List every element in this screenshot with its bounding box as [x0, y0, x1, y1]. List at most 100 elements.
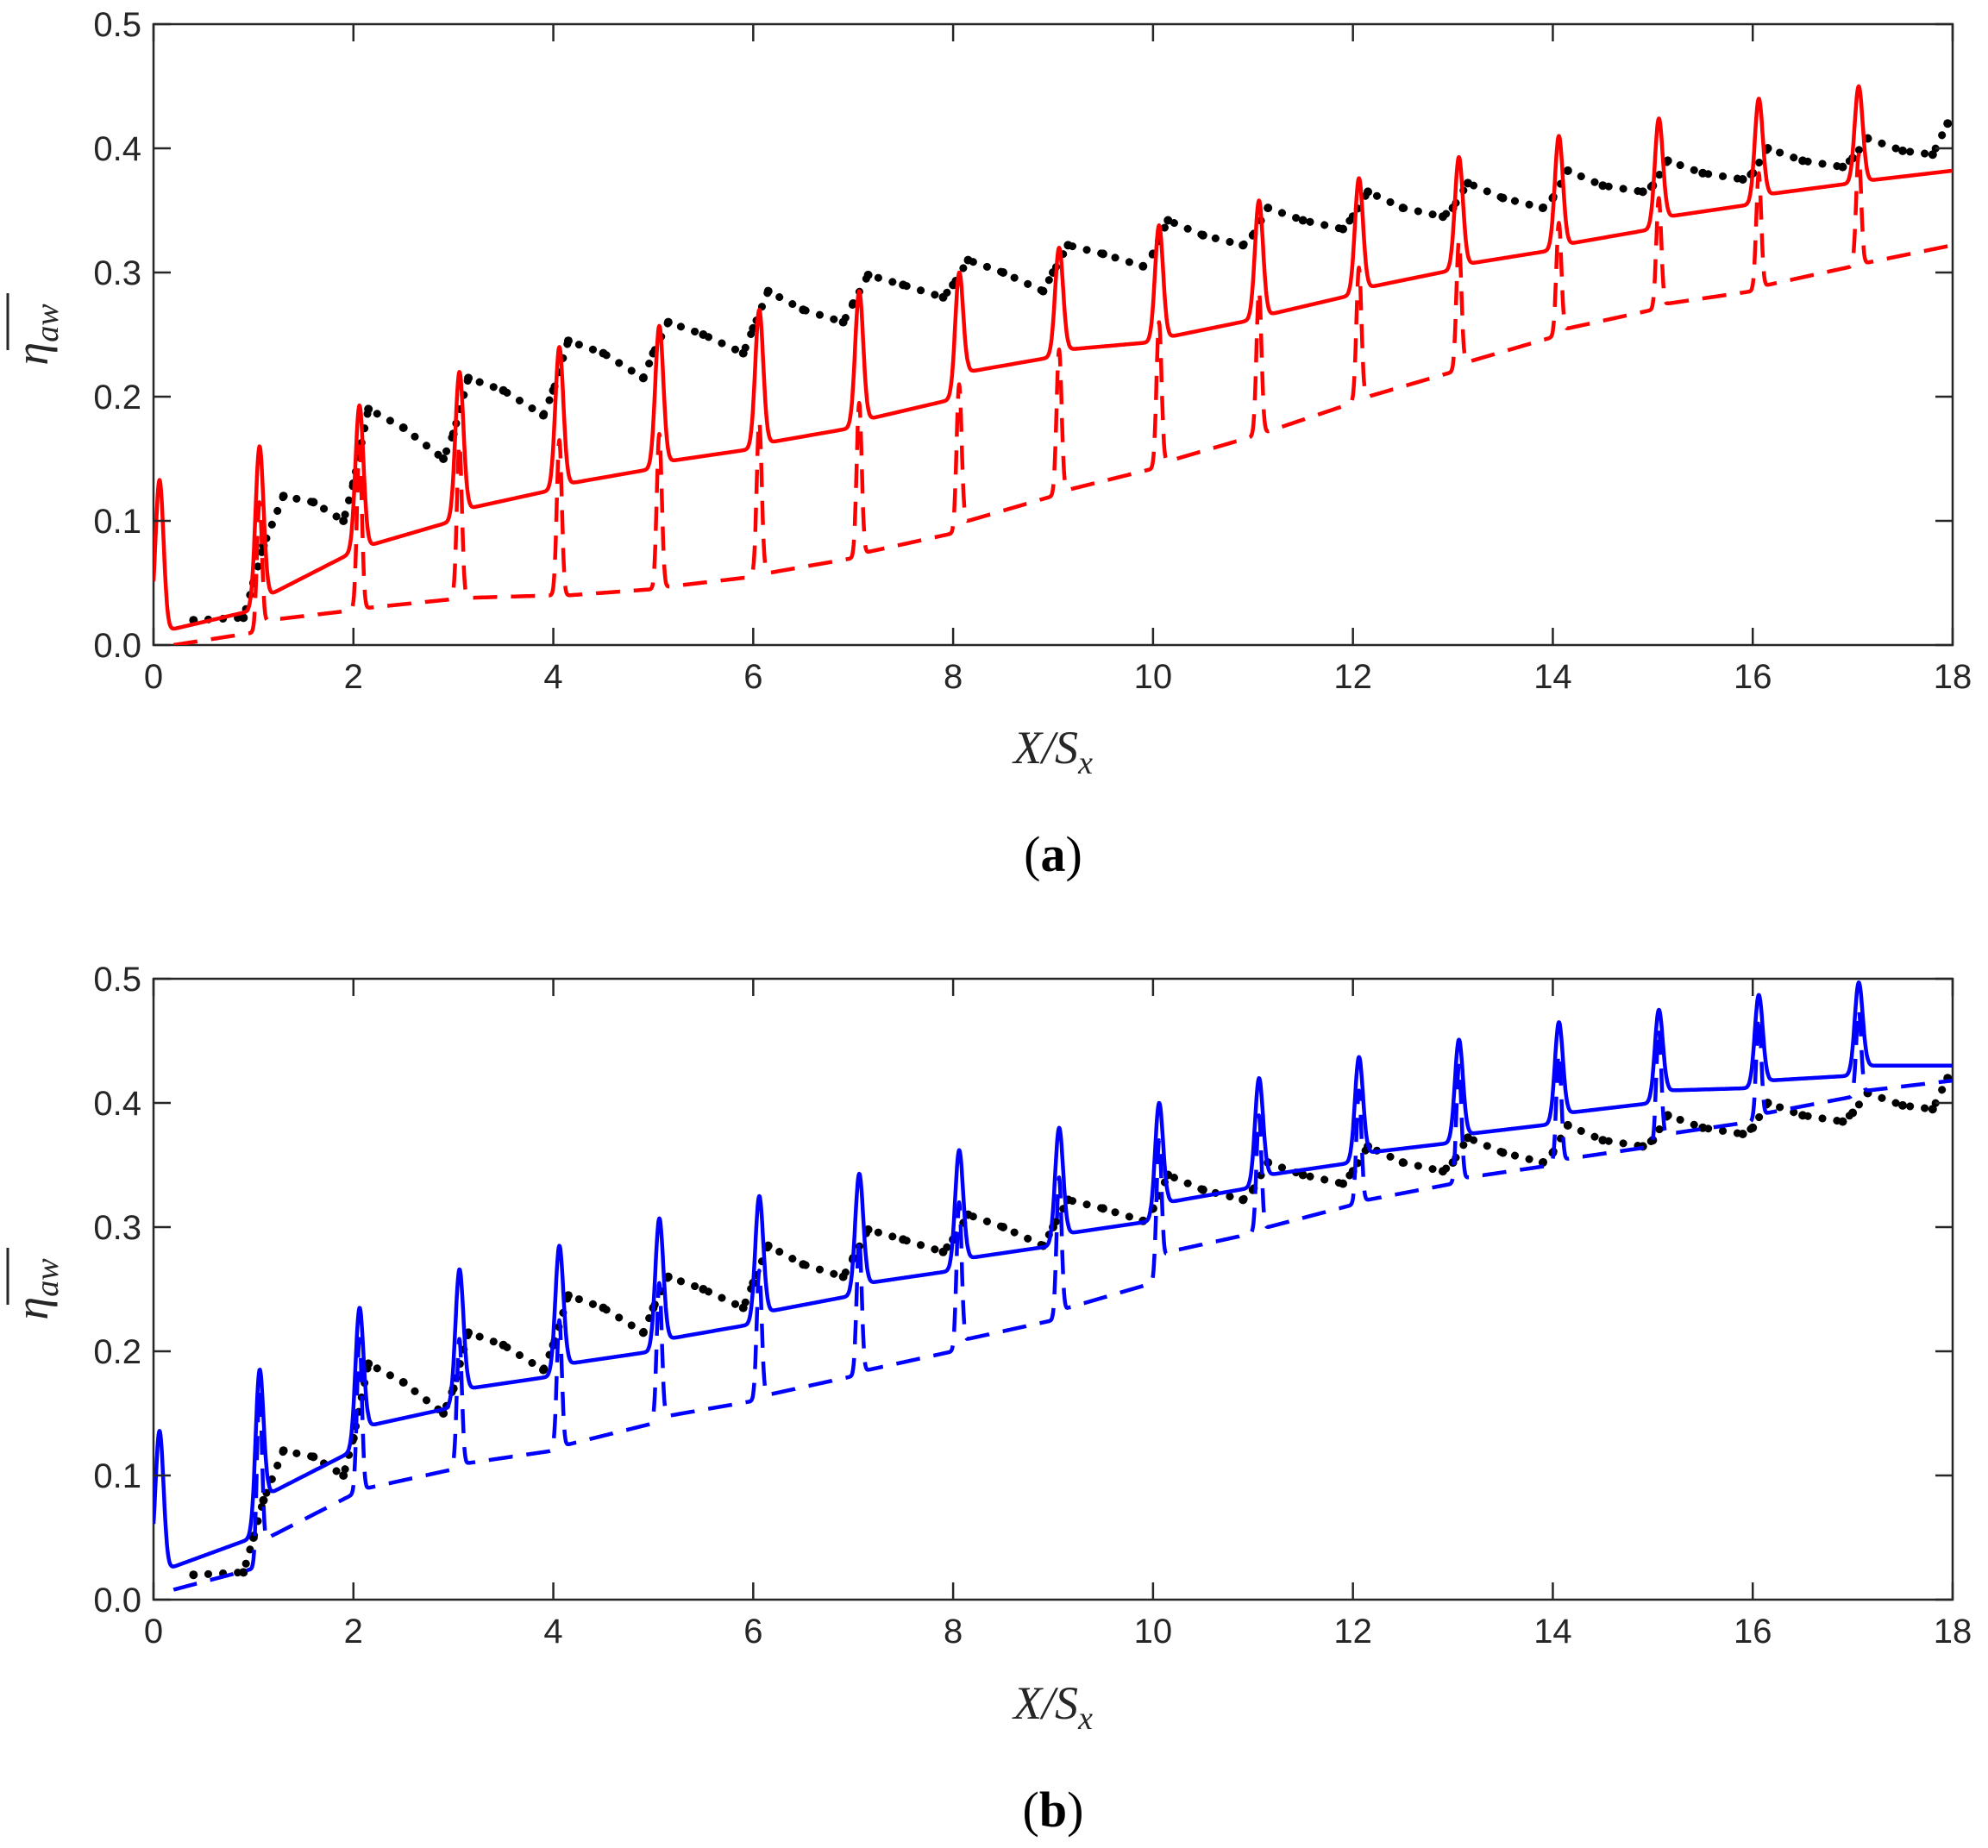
series-experiment-point: [838, 1272, 848, 1281]
x-tick-label: 12: [1333, 1613, 1372, 1651]
x-tick-label: 8: [944, 658, 963, 696]
series-experiment-point: [1538, 1158, 1547, 1168]
series-experiment-point: [1198, 230, 1207, 240]
series-experiment-point: [1563, 166, 1572, 175]
series-experiment-point: [1098, 249, 1107, 259]
panel-b-y-axis-label-group: ηaw: [6, 1248, 66, 1320]
series-experiment-point: [339, 517, 348, 525]
panel-a-label: (a): [1024, 826, 1082, 882]
series-experiment-point: [1463, 1133, 1472, 1143]
series-experiment-point: [1838, 162, 1847, 172]
series-experiment-point: [1298, 216, 1308, 225]
panel-b-label: (b): [1023, 1782, 1084, 1838]
panel-b-y-ticks: 0.0 0.1 0.2 0.3 0.4 0.5: [93, 961, 1953, 1619]
panel-b-series: [154, 980, 1953, 1592]
series-experiment-point: [1663, 1111, 1672, 1120]
x-tick-label: 2: [344, 1613, 363, 1651]
series-experiment-point: [1498, 1148, 1508, 1157]
series-experiment-point: [259, 1495, 268, 1505]
series-experiment-point: [1898, 146, 1908, 155]
series-experiment-point: [1663, 156, 1672, 166]
series-experiment-point: [1438, 1167, 1447, 1176]
x-tick-label: 18: [1934, 658, 1972, 696]
series-experiment-point: [638, 373, 648, 383]
x-tick-label: 10: [1134, 1613, 1173, 1651]
series-experiment-point: [738, 348, 748, 358]
panel-b-x-ticks: 0 2 4 6 8 10 12 14 16 18: [144, 979, 1972, 1651]
x-tick-label: 0: [144, 1613, 163, 1651]
y-tick-label: 0.3: [93, 1209, 141, 1247]
series-experiment-point: [1738, 1130, 1747, 1138]
series-experiment-point: [189, 1570, 198, 1580]
series-experiment-point: [1798, 1111, 1808, 1120]
series-experiment-point: [309, 498, 318, 507]
series-experiment-point: [638, 1328, 648, 1337]
y-tick-label: 0.1: [93, 503, 141, 541]
panel-a-y-axis-label-group: ηaw: [6, 293, 66, 366]
series-experiment-point: [1598, 1136, 1608, 1145]
series-experiment-point: [1898, 1100, 1908, 1110]
y-tick-label: 0.0: [93, 627, 141, 665]
series-experiment-point: [849, 299, 858, 308]
x-tick-label: 18: [1934, 1613, 1972, 1651]
series-experiment-point: [538, 410, 548, 420]
x-tick-label: 12: [1333, 658, 1372, 696]
y-tick-label: 0.5: [93, 6, 141, 44]
x-tick-label: 14: [1533, 658, 1572, 696]
series-experiment-point: [499, 1340, 508, 1350]
panel-a-y-ticks: 0.0 0.1 0.2 0.3 0.4 0.5: [93, 6, 1953, 665]
series-experiment-point: [1038, 286, 1048, 296]
series-experiment-point: [1563, 1120, 1572, 1130]
series-experiment-point: [699, 1285, 708, 1294]
series-solid-line: [154, 980, 1953, 1569]
series-experiment-point: [279, 492, 288, 501]
series-experiment-point: [1239, 241, 1248, 250]
x-tick-label: 4: [543, 1613, 562, 1651]
panel-a-series: [154, 84, 1953, 645]
series-experiment-point: [738, 1303, 748, 1312]
series-experiment-point: [339, 1471, 348, 1480]
series-experiment-point: [1698, 168, 1708, 178]
panel-a-x-ticks: 0 2 4 6 8 10 12 14 16 18: [144, 24, 1972, 696]
series-experiment-point: [464, 373, 473, 383]
series-experiment-point: [563, 1291, 573, 1300]
series-experiment-point: [1638, 187, 1647, 197]
x-tick-label: 14: [1533, 1613, 1572, 1651]
series-experiment-point: [838, 317, 848, 327]
series-experiment-point: [1798, 156, 1808, 166]
x-tick-label: 0: [144, 658, 163, 696]
x-tick-label: 2: [344, 658, 363, 696]
series-experiment-point: [1943, 119, 1953, 128]
series-experiment-point: [499, 385, 508, 395]
series-experiment-point: [1239, 1195, 1248, 1205]
y-tick-label: 0.0: [93, 1582, 141, 1619]
series-experiment-point: [1339, 1179, 1348, 1188]
series-experiment-point: [938, 1247, 948, 1256]
series-dashed-line: [172, 1007, 1953, 1592]
series-experiment-point: [663, 317, 673, 327]
series-experiment-point: [239, 613, 248, 623]
series-experiment-point: [1928, 150, 1937, 160]
x-tick-label: 16: [1734, 1613, 1772, 1651]
y-tick-label: 0.4: [93, 1085, 141, 1123]
series-experiment-point: [1398, 204, 1408, 213]
series-experiment-point: [364, 404, 373, 414]
y-tick-label: 0.2: [93, 1333, 141, 1371]
y-tick-label: 0.4: [93, 130, 141, 168]
series-experiment-point: [1198, 1185, 1207, 1194]
panel-a-y-axis-label: ηaw: [6, 304, 66, 366]
series-solid-line: [154, 84, 1953, 631]
series-experiment-point: [599, 1303, 608, 1312]
series-experiment-point: [1538, 204, 1547, 213]
x-tick-label: 4: [543, 658, 562, 696]
y-tick-label: 0.3: [93, 254, 141, 292]
series-experiment-point: [1698, 1123, 1708, 1132]
y-tick-label: 0.1: [93, 1457, 141, 1495]
series-experiment-point: [799, 305, 808, 315]
x-tick-label: 8: [944, 1613, 963, 1651]
series-experiment-point: [1098, 1204, 1107, 1213]
series-experiment-point: [1364, 187, 1373, 197]
series-experiment-point: [439, 454, 448, 463]
series-experiment-point: [239, 1568, 248, 1577]
